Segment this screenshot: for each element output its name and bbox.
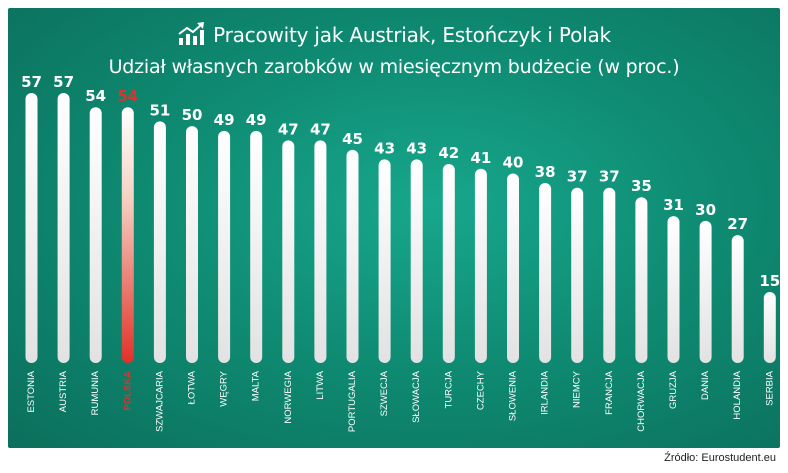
value-label: 38: [535, 163, 556, 181]
value-label: 37: [567, 168, 588, 186]
bar-serbia: [763, 291, 776, 363]
bar-holandia: [731, 235, 744, 363]
category-label: NORWEGIA: [283, 370, 294, 423]
bar-szwajcaria: [153, 121, 166, 363]
chart-subtitle: Udział własnych zarobków w miesięcznym b…: [108, 56, 680, 78]
category-label: ŁOTWA: [187, 370, 198, 404]
bar-niemcy: [571, 187, 584, 363]
value-label: 31: [663, 196, 684, 214]
value-label: 35: [631, 177, 652, 195]
bar-słowenia: [507, 173, 519, 363]
value-label: 43: [374, 139, 395, 157]
value-label: 43: [406, 139, 427, 157]
chart-title: Pracowity jak Austriak, Estończyk i Pola…: [213, 23, 611, 47]
category-label: PORTUGALIA: [347, 370, 358, 432]
value-label: 51: [149, 101, 170, 119]
category-label: SZWECJA: [379, 370, 390, 416]
value-label: 40: [503, 154, 524, 172]
value-label: 47: [278, 120, 299, 138]
bar-estonia: [25, 93, 38, 363]
chart-panel: 57 ESTONIA 57 AUSTRIA 54 RUMUNIA 54 POLSKA 51 SZW…: [8, 8, 780, 448]
value-label: 27: [727, 215, 748, 233]
bar-gruzja: [667, 216, 680, 363]
bar-portugalia: [346, 149, 359, 363]
bar-litwa: [314, 140, 327, 363]
category-label: SERBIA: [764, 370, 775, 406]
category-label: SŁOWENIA: [508, 370, 519, 421]
bar-turcja: [442, 164, 455, 363]
category-label: POLSKA: [122, 371, 133, 411]
category-label: SZWAJCARIA: [154, 370, 165, 432]
value-label: 41: [470, 149, 491, 167]
category-label: SŁOWACJA: [411, 370, 422, 423]
value-label: 49: [246, 111, 267, 129]
bar-malta: [250, 130, 263, 363]
category-label: LITWA: [315, 370, 326, 399]
value-label: 57: [53, 73, 74, 91]
bar-chart: 57 ESTONIA 57 AUSTRIA 54 RUMUNIA 54 POLSKA 51 SZW…: [21, 73, 780, 432]
category-label: RUMUNIA: [90, 370, 101, 415]
bar-chorwacja: [635, 197, 648, 363]
category-label: DANIA: [700, 370, 711, 400]
category-label: MALTA: [251, 370, 262, 401]
category-label: WĘGRY: [219, 370, 230, 406]
category-label: CHORWACJA: [636, 370, 647, 431]
bar-austria: [57, 93, 70, 363]
bar-łotwa: [186, 126, 198, 363]
value-label: 57: [21, 73, 42, 91]
bar-irlandia: [539, 183, 552, 363]
value-label: 54: [117, 87, 138, 105]
value-label: 47: [310, 120, 331, 138]
value-label: 54: [85, 87, 106, 105]
bar-polska: [121, 107, 134, 363]
value-label: 30: [695, 201, 716, 219]
bar-słowacja: [410, 159, 423, 363]
category-label: CZECHY: [475, 370, 486, 410]
category-label: NIEMCY: [572, 370, 583, 408]
category-label: FRANCJA: [604, 370, 615, 414]
value-label: 42: [438, 144, 459, 162]
category-label: AUSTRIA: [58, 370, 69, 412]
value-label: 15: [759, 272, 780, 290]
category-label: HOLANDIA: [732, 370, 743, 419]
bar-węgry: [218, 130, 231, 363]
value-label: 49: [214, 111, 235, 129]
category-label: TURCJA: [443, 370, 454, 408]
value-label: 50: [182, 106, 203, 124]
chart-title-row: Pracowity jak Austriak, Estończyk i Pola…: [8, 22, 780, 52]
bar-francja: [603, 187, 616, 363]
bar-czechy: [474, 168, 487, 363]
value-label: 37: [599, 168, 620, 186]
bar-dania: [699, 220, 712, 363]
category-label: IRLANDIA: [540, 370, 551, 414]
category-label: GRUZJA: [668, 370, 679, 409]
source-note: Źródło: Eurostudent.eu: [664, 452, 776, 464]
category-label: ESTONIA: [26, 370, 37, 412]
bar-szwecja: [378, 159, 391, 363]
bar-rumunia: [89, 107, 102, 363]
value-label: 45: [342, 130, 363, 148]
growth-chart-icon: [177, 22, 205, 52]
bar-norwegia: [282, 140, 295, 363]
chart-header: Pracowity jak Austriak, Estończyk i Pola…: [8, 22, 780, 80]
